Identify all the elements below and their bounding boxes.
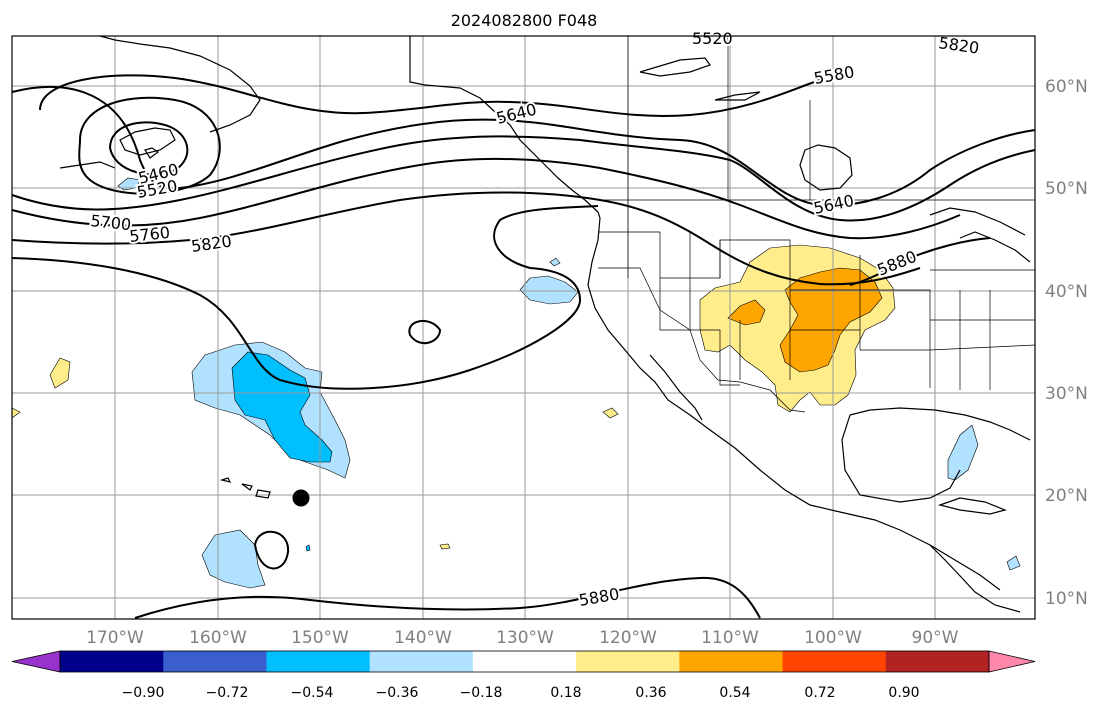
positive-anomaly-fills	[11, 244, 896, 550]
colorbar-cell	[679, 651, 784, 672]
cbar-tick-9: 0.72	[804, 685, 835, 701]
cbar-tick-4: −0.36	[376, 685, 419, 701]
cbar-tick-5: −0.18	[460, 685, 503, 701]
lat-label-60n: 60°N	[1045, 77, 1088, 97]
longitude-labels: 170°W 160°W 150°W 140°W 130°W 120°W 110°…	[86, 628, 959, 648]
map-title: 2024082800 F048	[451, 11, 598, 30]
lon-label-110w: 110°W	[701, 628, 759, 648]
location-marker	[292, 489, 310, 507]
cbar-tick-7: 0.36	[635, 685, 666, 701]
lon-label-100w: 100°W	[804, 628, 862, 648]
colorbar-extend-low	[11, 650, 61, 673]
cbar-tick-6: 0.18	[550, 685, 581, 701]
colorbar-frame	[59, 650, 990, 673]
lat-label-20n: 20°N	[1045, 486, 1088, 506]
lon-label-170w: 170°W	[86, 628, 144, 648]
lon-label-90w: 90°W	[912, 628, 959, 648]
colorbar-cell	[163, 651, 267, 672]
colorbar-cell	[472, 651, 577, 672]
cbar-tick-2: −0.72	[206, 685, 249, 701]
lat-label-30n: 30°N	[1045, 384, 1088, 404]
lon-label-140w: 140°W	[394, 628, 452, 648]
colorbar-cell	[576, 651, 680, 672]
negative-anomaly-fills	[117, 177, 1021, 589]
lat-label-50n: 50°N	[1045, 179, 1088, 199]
height-contours	[11, 74, 1036, 619]
colorbar-ticks: −0.90 −0.72 −0.54 −0.36 −0.18 0.18 0.36 …	[122, 685, 920, 701]
colorbar-cell	[266, 651, 371, 672]
latitude-labels: 60°N 50°N 40°N 30°N 20°N 10°N	[1045, 77, 1088, 609]
lon-label-130w: 130°W	[496, 628, 554, 648]
political-borders	[598, 36, 1036, 413]
colorbar-cell	[60, 651, 164, 672]
colorbar-cell	[885, 651, 990, 672]
map-panel: 5460 5520 5700 5760 5820 5640 5520 5580 …	[11, 27, 1036, 620]
lon-label-120w: 120°W	[599, 628, 657, 648]
lon-label-150w: 150°W	[291, 628, 349, 648]
cbar-tick-10: 0.90	[888, 685, 919, 701]
colorbar-cell	[782, 651, 887, 672]
lat-label-40n: 40°N	[1045, 282, 1088, 302]
colorbar: −0.90 −0.72 −0.54 −0.36 −0.18 0.18 0.36 …	[11, 650, 1036, 701]
colorbar-cell	[369, 651, 474, 672]
colorbar-cells	[11, 650, 1036, 673]
cbar-tick-1: −0.90	[122, 685, 165, 701]
lon-label-160w: 160°W	[189, 628, 247, 648]
cbar-tick-8: 0.54	[719, 685, 750, 701]
lat-label-10n: 10°N	[1045, 589, 1088, 609]
contour-label-5520-top: 5520	[692, 29, 733, 48]
colorbar-extend-high	[988, 650, 1036, 673]
cbar-tick-3: −0.54	[291, 685, 334, 701]
